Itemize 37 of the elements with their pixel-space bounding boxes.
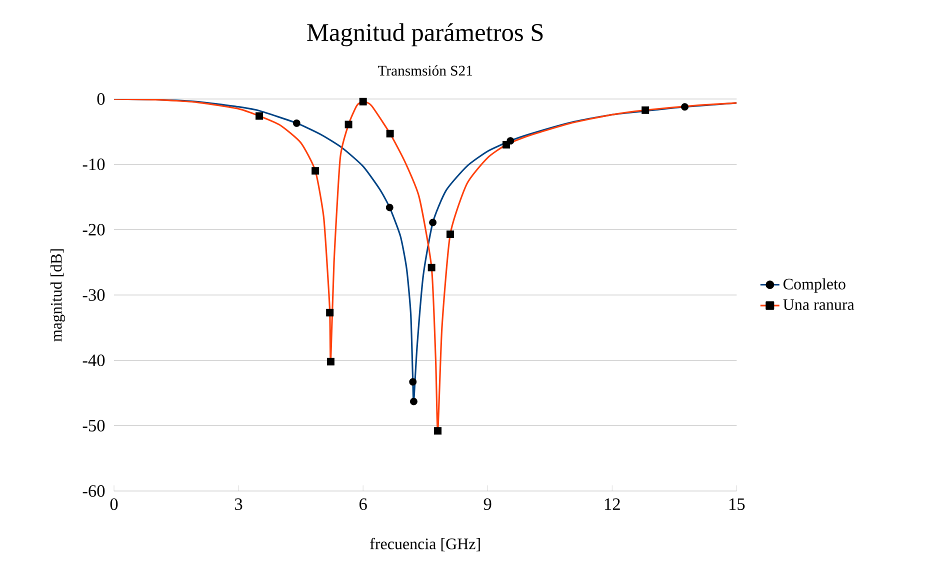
point — [429, 218, 437, 226]
x-axis-title: frecuencia [GHz] — [370, 538, 480, 552]
point — [359, 98, 367, 106]
x-tick-label: 0 — [110, 498, 118, 510]
y-tick-label: -50 — [82, 420, 105, 432]
x-tick-label: 3 — [235, 498, 242, 510]
point — [326, 308, 334, 316]
legend-label: Completo — [784, 278, 846, 293]
point — [410, 398, 418, 406]
point — [434, 427, 442, 435]
point — [312, 167, 320, 175]
y-tick-label: -30 — [82, 289, 105, 301]
x-tick-label: 15 — [730, 498, 745, 510]
point — [428, 264, 436, 272]
point — [256, 112, 264, 120]
x-tick-label: 12 — [605, 498, 620, 510]
y-tick-label: -20 — [82, 224, 105, 236]
point — [642, 106, 650, 114]
y-tick-label: -40 — [82, 354, 105, 366]
point — [326, 358, 334, 366]
point — [681, 103, 689, 111]
point — [292, 119, 300, 127]
point — [409, 378, 417, 386]
point — [386, 130, 394, 138]
y-tick-label: 0 — [97, 93, 105, 105]
x-tick-label: 9 — [484, 498, 492, 510]
y-tick-label: -60 — [82, 485, 105, 497]
point — [502, 141, 510, 148]
point — [446, 230, 454, 238]
x-tick-label: 6 — [359, 498, 367, 510]
y-tick-label: -10 — [82, 158, 105, 170]
legend-label: Una ranura — [783, 299, 854, 310]
point — [344, 120, 352, 128]
chart-title: Magnitud parámetros S — [307, 23, 543, 46]
point — [386, 204, 394, 212]
y-axis-title: magnitud [dB] — [50, 249, 66, 342]
chart-subtitle: Transmsión S21 — [378, 65, 472, 76]
